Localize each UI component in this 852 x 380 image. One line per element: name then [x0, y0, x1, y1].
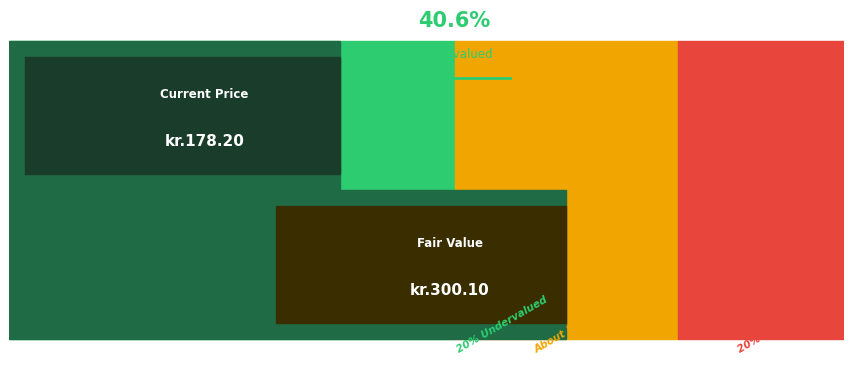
Bar	[25, 57, 339, 174]
Text: Fair Value: Fair Value	[417, 237, 482, 250]
Bar	[9, 41, 454, 339]
Text: 20% Undervalued: 20% Undervalued	[454, 295, 548, 355]
Bar	[9, 190, 566, 339]
Text: 40.6%: 40.6%	[417, 11, 490, 31]
Text: kr.178.20: kr.178.20	[164, 134, 244, 149]
Bar	[276, 206, 566, 323]
Bar	[9, 41, 339, 190]
Bar	[454, 41, 676, 339]
Text: 20% Overvalued: 20% Overvalued	[735, 299, 822, 355]
Bar	[676, 41, 843, 339]
Text: Current Price: Current Price	[160, 88, 248, 101]
Text: Undervalued: Undervalued	[417, 49, 492, 62]
Text: kr.300.10: kr.300.10	[410, 283, 489, 298]
Text: About Right: About Right	[532, 312, 597, 355]
